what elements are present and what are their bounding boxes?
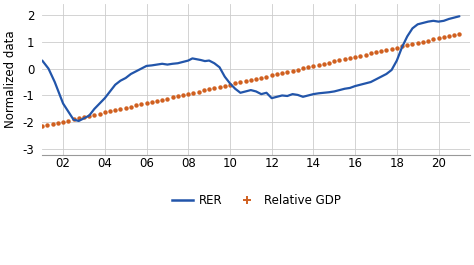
Legend: RER, Relative GDP: RER, Relative GDP — [167, 189, 345, 212]
Y-axis label: Normalized data: Normalized data — [4, 30, 17, 128]
